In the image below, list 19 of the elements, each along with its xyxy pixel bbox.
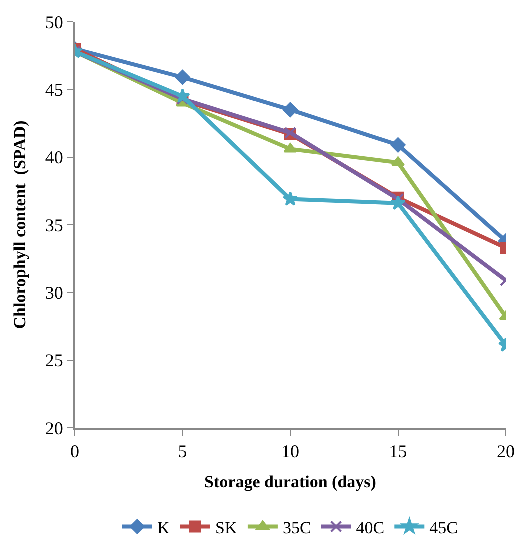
- x-tick-label: 5: [178, 442, 188, 462]
- x-tick-label: 0: [70, 442, 80, 462]
- y-tick-label: 35: [45, 215, 64, 236]
- legend-label: SK: [216, 518, 238, 538]
- y-tick-label: 30: [45, 282, 64, 303]
- y-axis-title: Chlorophyll content (SPAD): [10, 120, 30, 330]
- x-tick-label: 20: [497, 442, 515, 462]
- legend-label: 35C: [282, 518, 312, 538]
- x-tick-label: 10: [282, 442, 300, 462]
- y-tick-label: 45: [45, 80, 64, 100]
- x-axis-title: Storage duration (days): [204, 472, 376, 492]
- legend-label: 45C: [430, 518, 458, 538]
- y-tick-label: 25: [45, 350, 64, 371]
- legend-label: 40C: [356, 518, 385, 538]
- y-tick-label: 20: [45, 418, 64, 438]
- x-tick-label: 15: [389, 442, 408, 462]
- y-tick-label: 50: [45, 12, 64, 32]
- y-tick-label: 40: [45, 148, 64, 168]
- legend-label: K: [158, 518, 170, 538]
